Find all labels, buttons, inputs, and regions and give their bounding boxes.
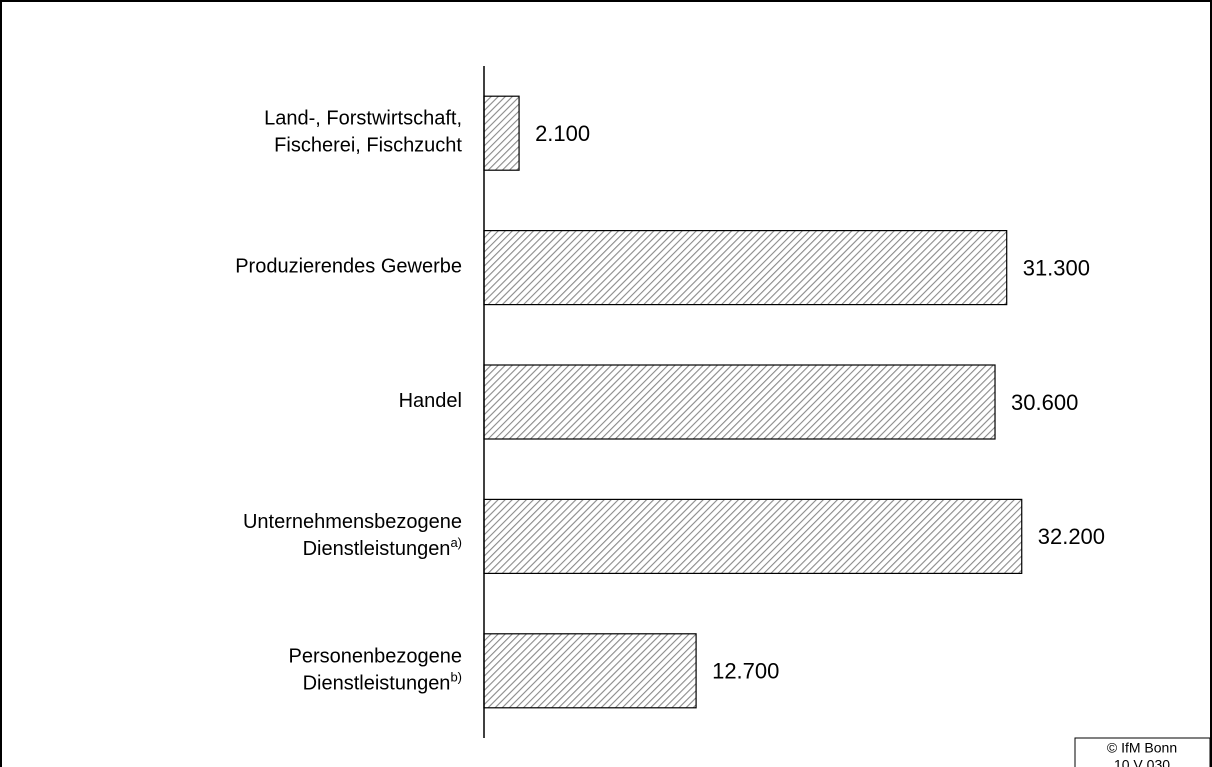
- value-label: 2.100: [535, 121, 590, 146]
- source-line: 10 V 030: [1114, 757, 1170, 767]
- category-label: Produzierendes Gewerbe: [235, 256, 462, 278]
- bar: [483, 230, 1008, 306]
- category-label: Unternehmensbezogene: [243, 511, 462, 533]
- category-label: Dienstleistungenb): [303, 670, 462, 695]
- source-line: © IfM Bonn: [1107, 740, 1177, 756]
- category-line: Dienstleistungen: [303, 673, 451, 695]
- value-label: 30.600: [1011, 390, 1078, 415]
- bar: [483, 633, 697, 709]
- category-note: b): [450, 670, 462, 685]
- category-line: Fischerei, Fischzucht: [274, 135, 462, 157]
- category-label: Handel: [399, 390, 462, 412]
- value-label: 12.700: [712, 659, 779, 684]
- category-line: Produzierendes Gewerbe: [235, 256, 462, 278]
- category-line: Land-, Forstwirtschaft,: [264, 108, 462, 130]
- category-label: Dienstleistungena): [303, 535, 462, 560]
- category-line: Handel: [399, 390, 462, 412]
- category-label: Fischerei, Fischzucht: [274, 135, 462, 157]
- category-note: a): [450, 535, 462, 550]
- category-label: Land-, Forstwirtschaft,: [264, 108, 462, 130]
- value-label: 32.200: [1038, 524, 1105, 549]
- bar: [483, 95, 520, 171]
- category-line: Dienstleistungen: [303, 538, 451, 560]
- source-box: [1074, 737, 1211, 767]
- category-label: Personenbezogene: [289, 646, 462, 668]
- bar: [483, 364, 996, 440]
- category-line: Personenbezogene: [289, 646, 462, 668]
- value-label: 31.300: [1023, 255, 1090, 280]
- category-line: Unternehmensbezogene: [243, 511, 462, 533]
- bar: [483, 498, 1023, 574]
